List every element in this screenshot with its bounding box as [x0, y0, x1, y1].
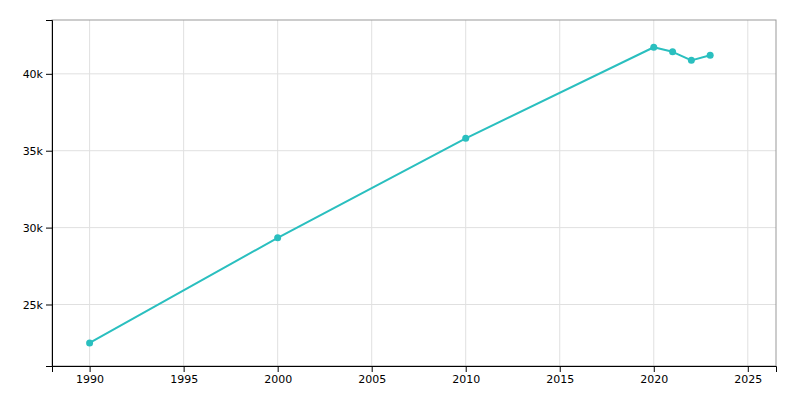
y-axis: 25k 30k 35k 40k [23, 21, 53, 367]
y-tick-mark [46, 74, 52, 75]
grid-line-x [277, 20, 278, 366]
x-tick-mark [654, 366, 655, 372]
x-tick-label: 2015 [546, 373, 574, 386]
y-tick: 30k [23, 222, 52, 235]
x-tick: 2005 [358, 366, 386, 386]
x-tick-mark [560, 366, 561, 372]
point [707, 52, 714, 59]
x-tick: 2000 [264, 366, 292, 386]
y-tick-label: 25k [23, 299, 44, 312]
grid-line-x [371, 20, 372, 366]
point [462, 135, 469, 142]
y-tick-label: 30k [23, 222, 44, 235]
y-tick-label: 35k [23, 145, 44, 158]
x-tick: 1995 [170, 366, 198, 386]
x-tick: 2010 [452, 366, 480, 386]
x-tick-label: 2000 [264, 373, 292, 386]
y-tick: 40k [23, 68, 52, 81]
y-tick-mark [46, 151, 52, 152]
chart-container: 1990 1995 2000 2005 2010 2015 2020 2025 25k 30k 35… [0, 0, 800, 400]
grid-line-y [52, 227, 776, 228]
point [274, 234, 281, 241]
grid-line-x [465, 20, 466, 366]
point [688, 57, 695, 64]
point [650, 44, 657, 51]
x-tick-label: 2005 [358, 373, 386, 386]
point [86, 339, 93, 346]
x-axis: 1990 1995 2000 2005 2010 2015 2020 2025 [53, 366, 777, 386]
y-tick-label: 40k [23, 68, 44, 81]
grid-line-x [183, 20, 184, 366]
line [90, 47, 711, 343]
x-tick-label: 2020 [640, 373, 668, 386]
y-tick: 25k [23, 299, 52, 312]
point [669, 48, 676, 55]
x-tick: 2020 [640, 366, 668, 386]
y-tick: 35k [23, 145, 52, 158]
x-tick-mark [372, 366, 373, 372]
plot: 1990 1995 2000 2005 2010 2015 2020 2025 25k 30k 35… [23, 20, 777, 386]
x-tick-label: 2025 [734, 373, 762, 386]
x-tick: 1990 [76, 366, 104, 386]
y-tick-mark [46, 228, 52, 229]
grid-line-x [653, 20, 654, 366]
x-tick-mark [748, 366, 749, 372]
grid-line-y [52, 150, 776, 151]
x-tick-mark [278, 366, 279, 372]
x-tick: 2015 [546, 366, 574, 386]
grid-line-x [89, 20, 90, 366]
x-tick: 2025 [734, 366, 762, 386]
x-tick-label: 2010 [452, 373, 480, 386]
grid-line-y [52, 73, 776, 74]
x-tick-label: 1995 [170, 373, 198, 386]
grid-line-x [747, 20, 748, 366]
plot-frame [52, 20, 776, 366]
x-tick-mark [184, 366, 185, 372]
x-tick-mark [466, 366, 467, 372]
x-axis-line [53, 367, 777, 373]
x-tick-mark [90, 366, 91, 372]
y-axis-line [46, 21, 53, 367]
chart-svg: 1990 1995 2000 2005 2010 2015 2020 2025 25k 30k 35… [0, 0, 800, 400]
x-tick-label: 1990 [76, 373, 104, 386]
grid [52, 20, 776, 366]
grid-line-x [559, 20, 560, 366]
data-marks [86, 44, 714, 347]
y-tick-mark [46, 304, 52, 305]
